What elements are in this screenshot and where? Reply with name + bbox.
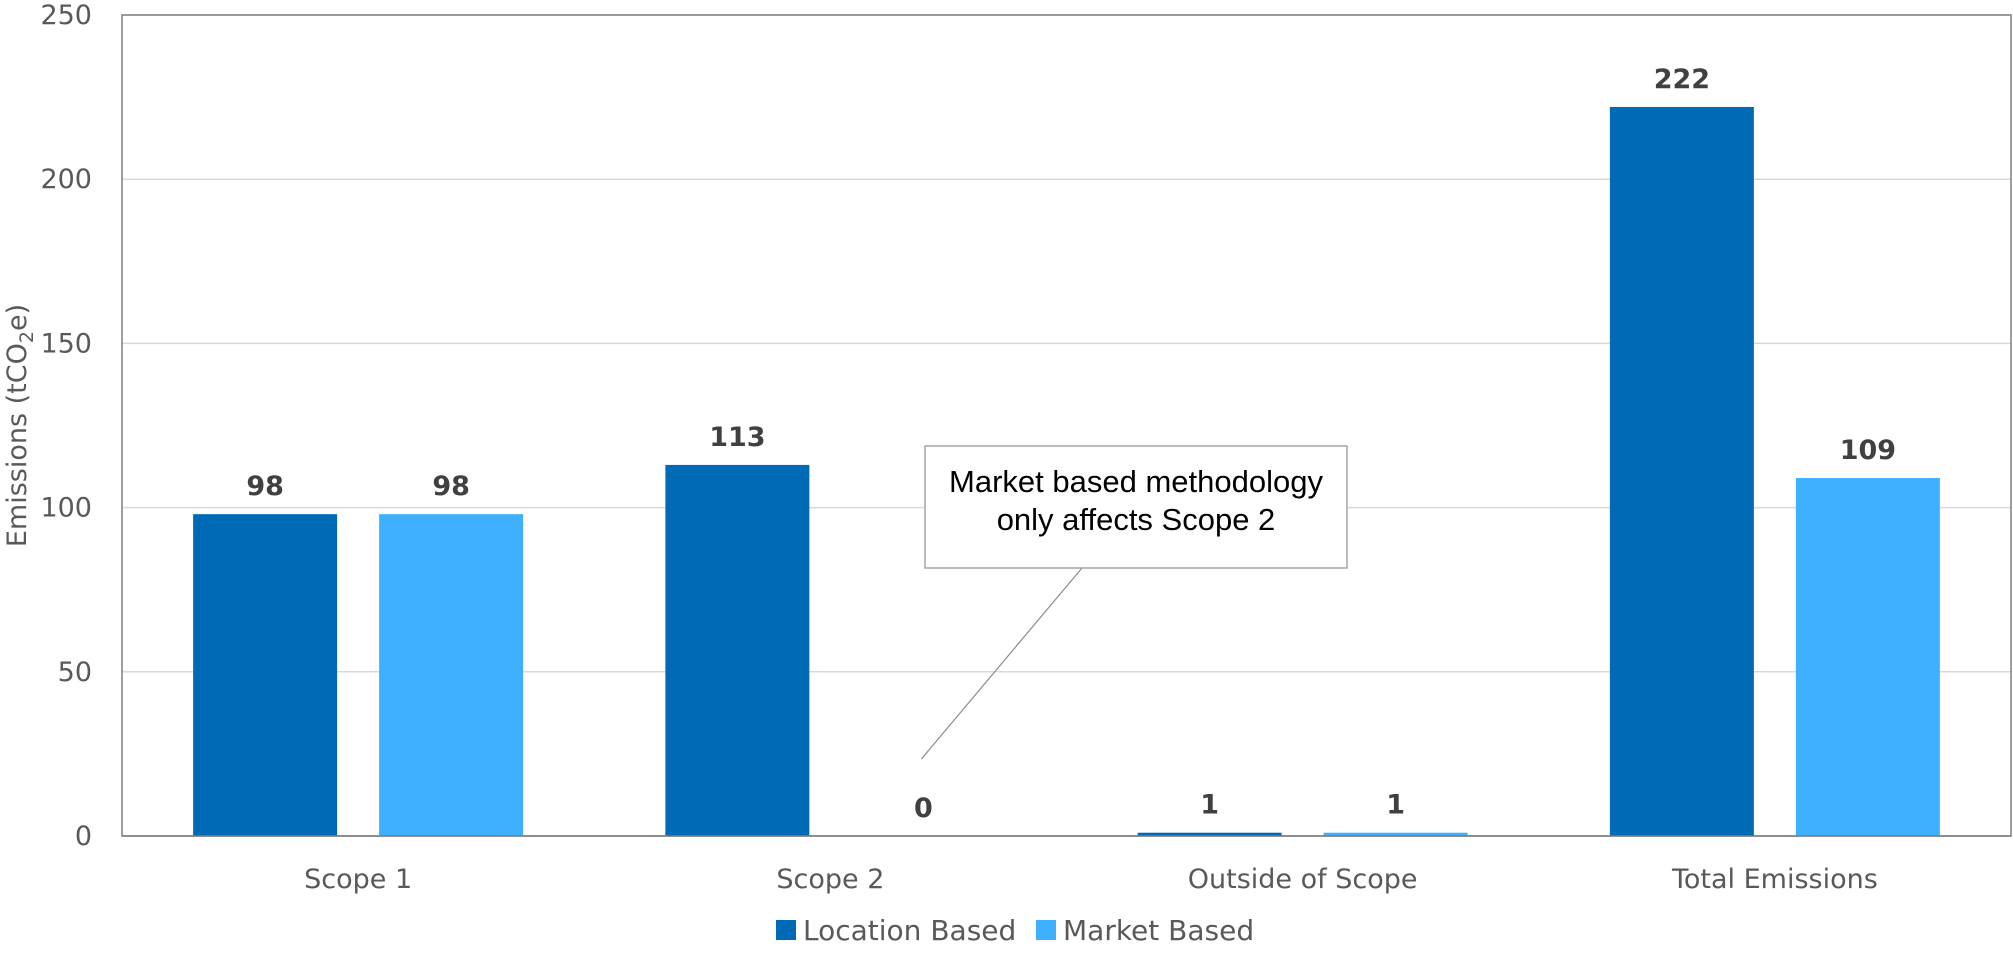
bar-location-based xyxy=(665,464,810,836)
y-tick-label: 100 xyxy=(40,493,92,524)
y-tick-label: 200 xyxy=(40,164,92,195)
legend-swatch-market-based xyxy=(1036,920,1056,940)
legend-swatch-location-based xyxy=(776,920,796,940)
bar-location-based xyxy=(1609,106,1754,836)
bar-location-based xyxy=(1137,832,1282,836)
annotation-leader-line xyxy=(920,567,1083,760)
y-tick-label: 50 xyxy=(58,657,92,688)
y-tick-label: 150 xyxy=(40,328,92,359)
annotation-text: Market based methodology xyxy=(949,464,1323,499)
bar-market-based xyxy=(1323,832,1468,836)
data-label: 98 xyxy=(432,471,470,502)
x-category-label: Total Emissions xyxy=(1671,864,1878,895)
data-label: 0 xyxy=(914,793,933,824)
data-label: 222 xyxy=(1654,64,1710,95)
annotation-text: only affects Scope 2 xyxy=(997,502,1276,537)
x-category-label: Outside of Scope xyxy=(1188,864,1418,895)
data-label: 98 xyxy=(246,471,284,502)
legend-label-market-based: Market Based xyxy=(1063,914,1254,947)
data-label: 1 xyxy=(1200,790,1219,821)
y-axis-title: Emissions (tCO2e) xyxy=(2,304,38,547)
x-category-label: Scope 2 xyxy=(776,864,884,895)
data-label: 109 xyxy=(1840,435,1896,466)
x-category-label: Scope 1 xyxy=(304,864,412,895)
bar-market-based xyxy=(1795,478,1940,836)
legend-label-location-based: Location Based xyxy=(803,914,1016,947)
bar-location-based xyxy=(193,514,338,836)
y-tick-label: 250 xyxy=(40,0,92,31)
y-tick-label: 0 xyxy=(75,821,92,852)
annotation-box xyxy=(924,445,1348,569)
bar-market-based xyxy=(379,514,524,836)
data-label: 1 xyxy=(1386,790,1405,821)
data-label: 113 xyxy=(709,422,765,453)
